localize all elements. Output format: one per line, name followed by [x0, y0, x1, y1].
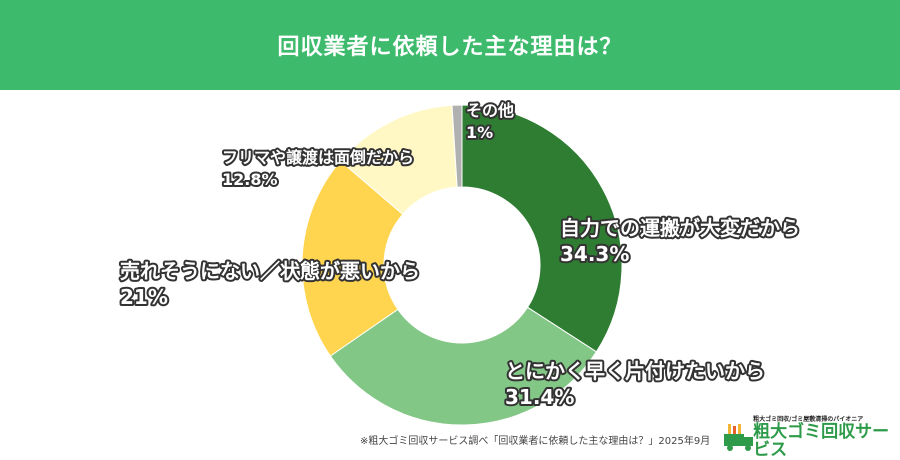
logo-name: 粗大ゴミ回収サービス [753, 422, 890, 460]
slice-value: 31.4% [505, 385, 574, 409]
slice-label: フリマや譲渡は面倒だから [222, 148, 414, 167]
slice-value: 12.8% [222, 170, 278, 189]
title-banner: 回収業者に依頼した主な理由は？ [0, 0, 900, 90]
logo: 粗大ゴミ回収/ゴミ屋敷清掃のパイオニア 粗大ゴミ回収サービス [722, 414, 900, 459]
logo-tagline: 粗大ゴミ回収/ゴミ屋敷清掃のパイオニア [753, 416, 864, 423]
slice-label: とにかく早く片付けたいから [505, 359, 765, 383]
slice-1 [329, 306, 598, 426]
slice-0 [461, 104, 623, 353]
truck-logo-icon [724, 423, 754, 451]
slice-value: 21% [120, 285, 168, 309]
slice-value: 1% [466, 123, 493, 142]
source-note: ※粗大ゴミ回収サービス調べ「回収業者に依頼した主な理由は？」2025年9月 [360, 436, 711, 447]
slice-label: 売れそうにない／状態が悪いから [120, 259, 420, 283]
slice-2 [301, 160, 404, 357]
slice-4 [451, 104, 463, 188]
slice-label: 自力での運搬が大変だから [560, 216, 800, 240]
slice-value: 34.3% [560, 242, 629, 266]
slice-label: その他 [466, 101, 514, 120]
chart-title: 回収業者に依頼した主な理由は？ [277, 35, 623, 60]
